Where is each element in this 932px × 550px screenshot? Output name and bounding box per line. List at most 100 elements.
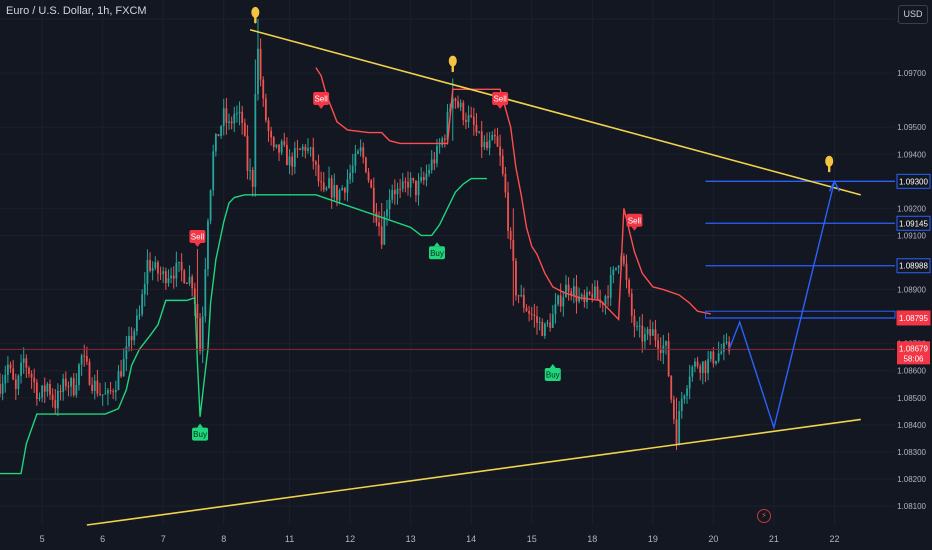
candle-body (107, 390, 109, 394)
candle-body (130, 335, 133, 341)
candle-body (175, 262, 178, 279)
time-tick-label: 21 (769, 534, 779, 544)
candle-body (159, 273, 162, 275)
price-tick-label: 1.08100 (897, 502, 926, 511)
candle-body (622, 256, 625, 264)
candle-body (99, 393, 101, 395)
candle-body (594, 286, 596, 299)
candle-body (51, 394, 54, 401)
candle-body (633, 315, 636, 327)
candle-body (49, 383, 51, 395)
time-tick-label: 19 (648, 534, 658, 544)
candle-body (259, 48, 262, 80)
time-tick-label: 15 (527, 534, 537, 544)
candle-body (230, 121, 233, 124)
price-tick-label: 1.08200 (897, 475, 926, 484)
candle-body (441, 138, 444, 146)
candle-body (164, 271, 167, 284)
candle-body (591, 293, 594, 299)
candle-body (151, 267, 154, 271)
candle-body (386, 209, 388, 217)
candle-body (93, 380, 96, 392)
candle-body (222, 108, 225, 127)
candle-body (678, 411, 681, 445)
countdown-label: 58:06 (903, 354, 924, 363)
signal-box (544, 368, 561, 382)
time-tick-label: 5 (40, 534, 45, 544)
candle-body (675, 419, 678, 445)
candle-body (562, 297, 565, 307)
candle-body (699, 366, 702, 373)
trend-line-lower (86, 418, 861, 526)
candle-body (4, 374, 7, 384)
sell-signal: Sell (492, 92, 509, 110)
candle-body (575, 286, 578, 302)
currency-button[interactable]: USD (898, 5, 928, 24)
candle-body (422, 177, 425, 181)
candle-body (333, 185, 336, 198)
candle-body (586, 292, 588, 303)
candle-body (157, 262, 159, 274)
candle-body (296, 148, 299, 150)
candle-body (354, 153, 357, 166)
candle-body (272, 137, 275, 148)
price-tick-label: 1.09100 (897, 231, 926, 240)
candle-body (412, 178, 415, 181)
candle-body (588, 292, 591, 294)
candle-body (372, 187, 375, 213)
candle-body (470, 115, 473, 117)
candle-body (517, 295, 520, 297)
candle-body (625, 263, 628, 281)
signal-pointer (318, 105, 325, 110)
candle-body (101, 394, 104, 396)
candle-body (180, 261, 183, 271)
signal-label: Sell (628, 216, 642, 225)
candle-body (12, 368, 15, 380)
candle-body (146, 259, 149, 285)
candle-body (357, 151, 359, 154)
candle-body (538, 321, 541, 323)
candle-body (375, 212, 378, 223)
candle-body (694, 361, 696, 367)
candle-body (378, 222, 380, 227)
candle-body (396, 188, 399, 195)
candle-body (307, 148, 309, 151)
candle-body (528, 311, 531, 314)
signal-label: Buy (546, 371, 560, 380)
candle-body (62, 378, 65, 393)
candle-body (217, 134, 220, 137)
candle-body (196, 303, 199, 319)
candle-body (249, 170, 251, 172)
candle-body (212, 151, 215, 191)
candle-body (246, 135, 249, 171)
marker-head (448, 55, 457, 67)
level-price-tag: 1.09300 (896, 173, 931, 189)
lightning-icon[interactable]: ⚡ (757, 509, 771, 523)
marker-finger (827, 165, 831, 173)
candle-body (57, 390, 59, 409)
time-tick-label: 22 (829, 534, 839, 544)
candle-body (488, 140, 491, 149)
candle-body (143, 284, 146, 295)
candle-body (486, 141, 488, 149)
signal-label: Buy (430, 249, 444, 258)
candle-body (141, 294, 144, 315)
candle-body (251, 170, 254, 187)
candle-body (286, 144, 288, 166)
marker-finger (254, 16, 257, 24)
time-tick-label: 8 (221, 534, 226, 544)
grid (0, 0, 895, 525)
candle-body (383, 216, 386, 245)
level-tag-label: 1.08988 (899, 262, 928, 271)
signal-label: Sell (493, 95, 507, 104)
signal-pointer (194, 243, 201, 248)
price-tick-label: 1.08400 (897, 421, 926, 430)
level-tag-box (896, 310, 931, 326)
candle-body (717, 353, 720, 362)
buy-signal: Buy (192, 423, 209, 441)
candle-body (707, 359, 710, 374)
candle-body (651, 329, 654, 336)
candle-body (504, 173, 507, 193)
